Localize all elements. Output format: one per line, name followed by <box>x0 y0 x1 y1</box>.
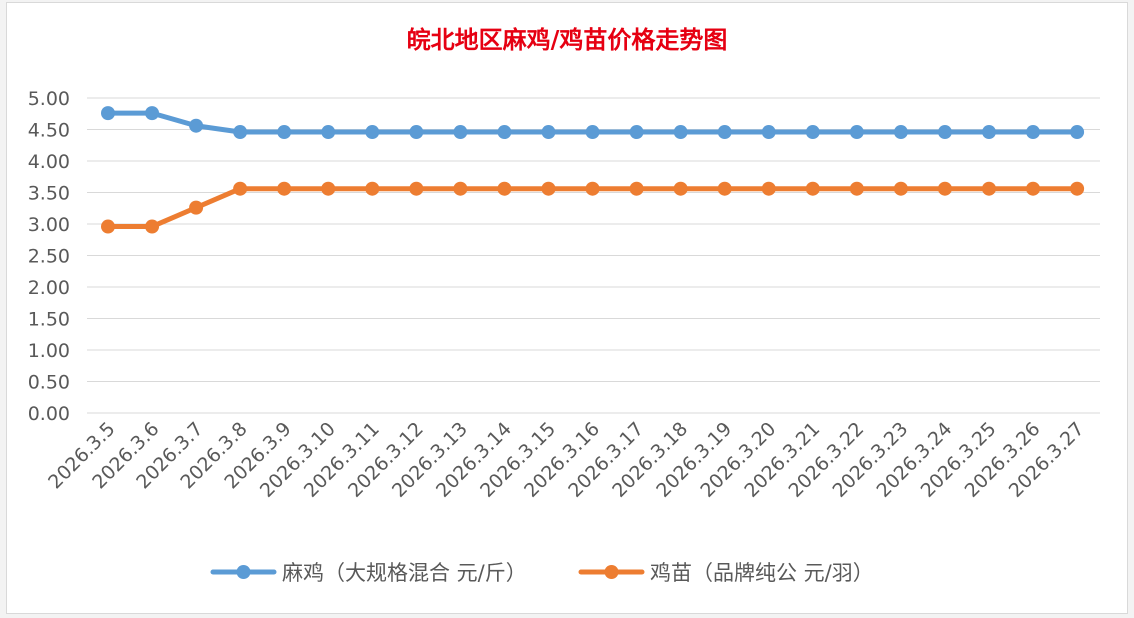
data-point[interactable] <box>1070 181 1085 196</box>
data-point[interactable] <box>629 125 644 140</box>
data-point[interactable] <box>233 125 248 140</box>
data-point[interactable] <box>365 125 380 140</box>
data-point[interactable] <box>673 125 688 140</box>
data-point[interactable] <box>893 125 908 140</box>
data-point[interactable] <box>277 125 292 140</box>
data-point[interactable] <box>761 181 776 196</box>
data-point[interactable] <box>541 125 556 140</box>
data-point[interactable] <box>321 181 336 196</box>
x-axis: 2026.3.52026.3.62026.3.72026.3.82026.3.9… <box>44 418 1088 502</box>
data-point[interactable] <box>761 125 776 140</box>
chart-area <box>6 2 1128 614</box>
data-point[interactable] <box>1070 125 1085 140</box>
legend-dot-1 <box>236 565 251 579</box>
y-tick-label: 2.50 <box>28 246 70 268</box>
data-point[interactable] <box>849 125 864 140</box>
data-point[interactable] <box>1026 181 1041 196</box>
data-point[interactable] <box>189 200 204 215</box>
data-point[interactable] <box>145 106 160 121</box>
data-point[interactable] <box>629 181 644 196</box>
y-tick-label: 4.00 <box>28 151 70 173</box>
y-tick-label: 3.00 <box>28 214 70 236</box>
data-point[interactable] <box>937 125 952 140</box>
data-point[interactable] <box>409 125 424 140</box>
legend-dot-2 <box>604 565 619 579</box>
legend: 麻鸡（大规格混合 元/斤） 鸡苗（品牌纯公 元/羽） <box>210 561 874 585</box>
data-point[interactable] <box>541 181 556 196</box>
data-point[interactable] <box>497 125 512 140</box>
y-tick-label: 3.50 <box>28 183 70 205</box>
data-point[interactable] <box>277 181 292 196</box>
series <box>101 106 1085 234</box>
y-tick-label: 0.50 <box>28 372 70 394</box>
y-tick-label: 1.50 <box>28 309 70 331</box>
data-point[interactable] <box>982 125 996 140</box>
gridlines <box>87 97 1100 414</box>
data-point[interactable] <box>585 125 600 140</box>
data-point[interactable] <box>585 181 600 196</box>
data-point[interactable] <box>409 181 424 196</box>
data-point[interactable] <box>101 219 115 234</box>
data-point[interactable] <box>453 125 468 140</box>
data-point[interactable] <box>717 181 732 196</box>
series-1 <box>101 106 1085 140</box>
legend-item-1[interactable]: 麻鸡（大规格混合 元/斤） <box>210 561 527 585</box>
data-point[interactable] <box>893 181 908 196</box>
data-point[interactable] <box>849 181 864 196</box>
data-point[interactable] <box>233 181 248 196</box>
data-point[interactable] <box>937 181 952 196</box>
data-point[interactable] <box>189 118 204 133</box>
series-2 <box>101 181 1085 234</box>
y-axis: 0.00 0.50 1.00 1.50 2.00 2.50 3.00 3.50 4.00 4.50… <box>28 88 70 425</box>
data-point[interactable] <box>805 125 820 140</box>
data-point[interactable] <box>321 125 336 140</box>
data-point[interactable] <box>673 181 688 196</box>
legend-label-2: 鸡苗（品牌纯公 元/羽） <box>650 561 874 585</box>
data-point[interactable] <box>1026 125 1041 140</box>
data-point[interactable] <box>145 219 160 234</box>
data-point[interactable] <box>805 181 820 196</box>
legend-label-1: 麻鸡（大规格混合 元/斤） <box>282 561 527 585</box>
data-point[interactable] <box>497 181 512 196</box>
data-point[interactable] <box>453 181 468 196</box>
y-tick-label: 1.00 <box>28 340 70 362</box>
chart-title: 皖北地区麻鸡/鸡苗价格走势图 <box>407 25 728 54</box>
legend-item-2[interactable]: 鸡苗（品牌纯公 元/羽） <box>578 561 874 585</box>
y-tick-label: 4.50 <box>28 120 70 142</box>
data-point[interactable] <box>982 181 996 196</box>
y-tick-label: 0.00 <box>28 403 70 425</box>
data-point[interactable] <box>717 125 732 140</box>
y-tick-label: 2.00 <box>28 277 70 299</box>
y-tick-label: 5.00 <box>28 88 70 110</box>
data-point[interactable] <box>365 181 380 196</box>
data-point[interactable] <box>101 106 115 121</box>
